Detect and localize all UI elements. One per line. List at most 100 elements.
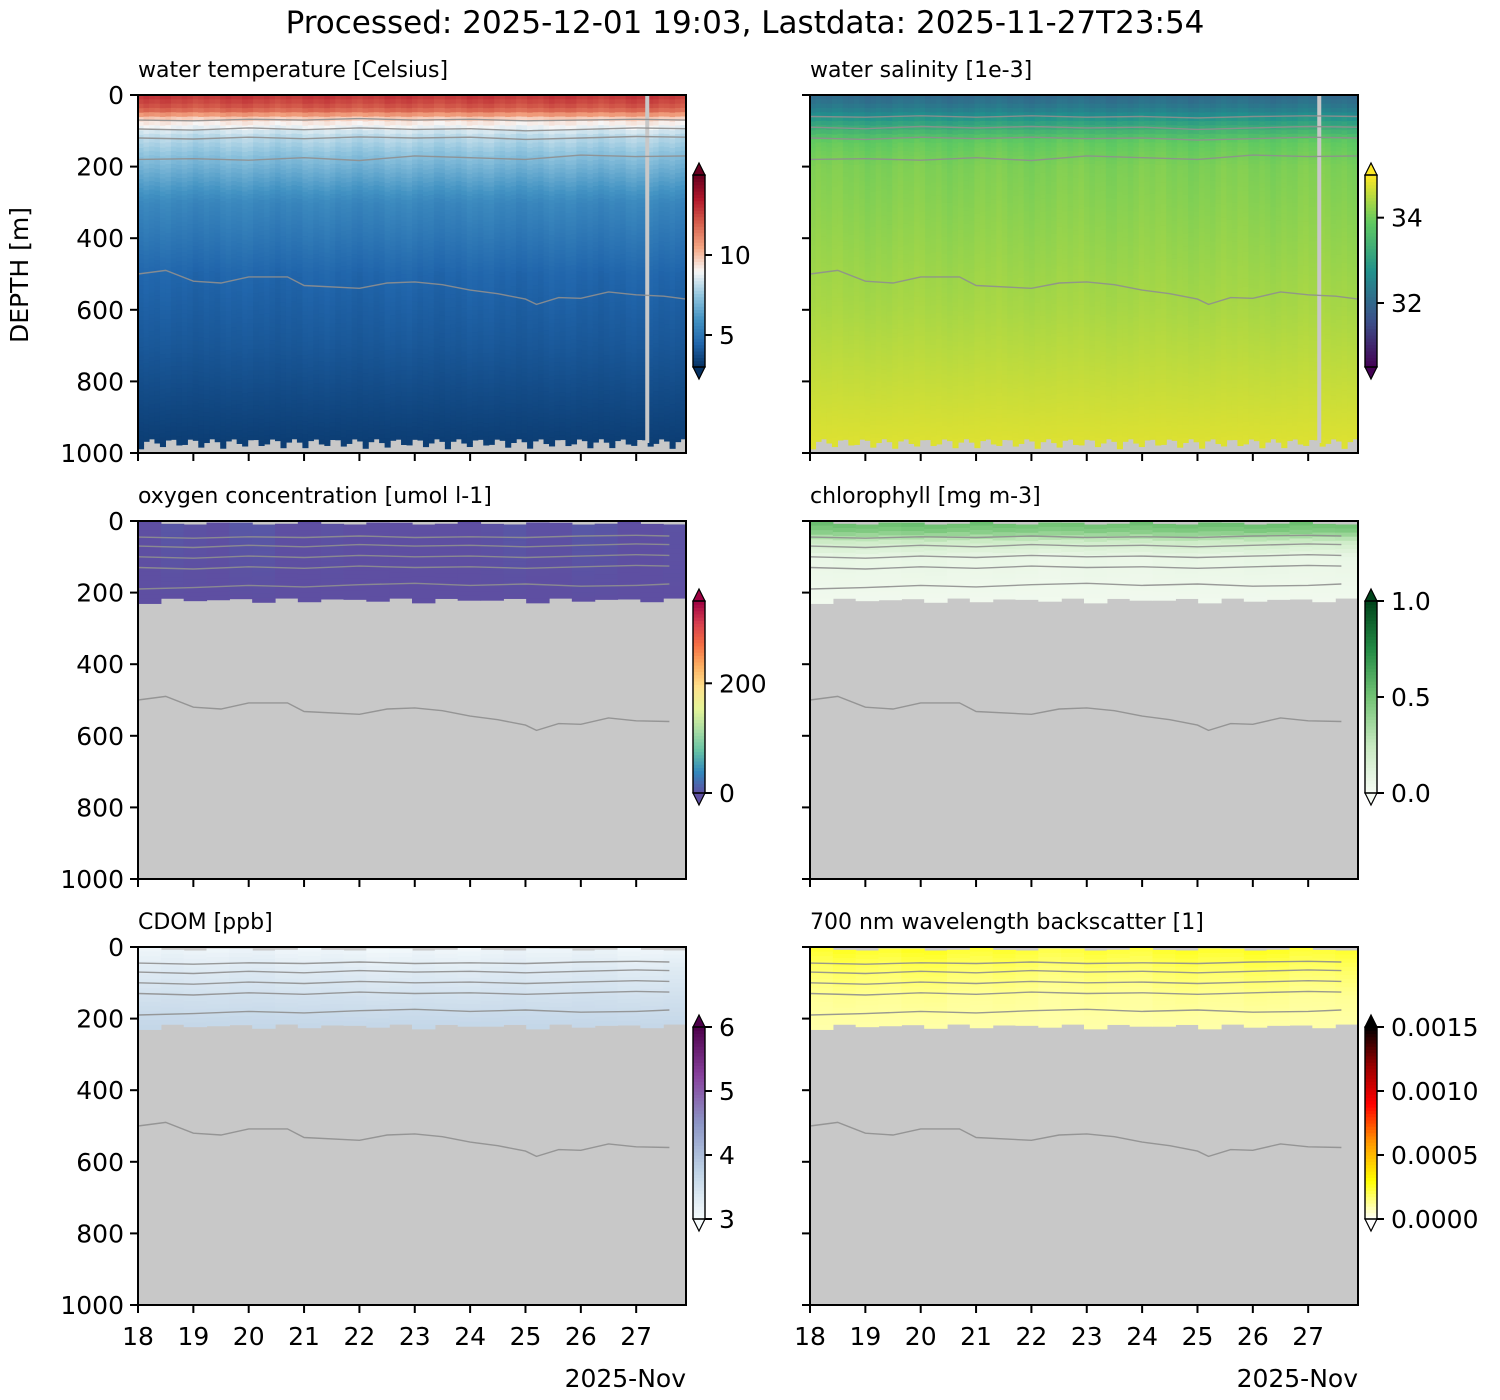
heat-cell [231, 425, 238, 431]
heat-cell [296, 242, 303, 248]
heat-cell [209, 249, 216, 255]
heat-cell [143, 142, 150, 148]
heatmap-cells-temp [138, 95, 687, 450]
heat-cell [422, 332, 430, 338]
heat-cell [450, 289, 457, 295]
heat-cell [280, 231, 287, 237]
heat-cell [307, 250, 314, 256]
heat-cell [390, 328, 397, 333]
heat-cell [275, 358, 282, 364]
heat-cell [280, 324, 287, 330]
heat-cell [318, 134, 325, 140]
heat-cell [247, 163, 254, 169]
heat-cell [187, 176, 194, 182]
heat-cell [231, 370, 238, 375]
heat-cell [313, 413, 320, 419]
heat-cell [296, 99, 303, 105]
heat-cell [455, 395, 462, 401]
heat-cell [236, 308, 243, 314]
heat-cell [192, 358, 199, 364]
heat-cell [214, 112, 221, 118]
heat-cell [258, 309, 265, 315]
heat-cell [390, 159, 397, 165]
heat-cell [170, 430, 177, 436]
heat-cell [258, 222, 265, 227]
heat-cell [269, 297, 276, 302]
heat-cell [406, 414, 413, 420]
heat-cell [401, 212, 408, 218]
heat-cell [275, 414, 282, 420]
heat-cell [373, 434, 380, 440]
heat-cell [428, 351, 435, 357]
heat-cell [417, 103, 424, 109]
heat-cell [181, 426, 188, 432]
heat-cell [143, 207, 150, 213]
heat-cell [253, 327, 260, 333]
heat-cell [428, 216, 435, 222]
heat-cell [307, 418, 314, 424]
heat-cell [455, 202, 462, 208]
heat-cell [138, 245, 145, 251]
heat-cell [275, 388, 282, 394]
heat-cell [307, 405, 314, 411]
heat-cell [362, 99, 369, 105]
heat-cell [280, 222, 287, 228]
heat-cell [412, 185, 419, 191]
heat-cell [176, 313, 183, 319]
heat-cell [214, 211, 221, 217]
heat-cell [258, 441, 265, 447]
heat-cell [461, 399, 468, 405]
heat-cell [433, 258, 440, 264]
heat-cell [231, 275, 238, 281]
heat-cell [357, 177, 364, 183]
heat-cell [351, 434, 358, 440]
heat-cell [181, 365, 188, 371]
heat-cell [253, 271, 260, 277]
heat-cell [192, 379, 199, 385]
heat-cell [154, 155, 161, 161]
heat-cell [296, 389, 303, 395]
heat-cell [214, 320, 221, 326]
heat-cell [318, 204, 325, 209]
heat-cell [148, 421, 156, 427]
heat-cell [390, 99, 397, 105]
heat-cell [269, 176, 276, 182]
heat-cell [379, 220, 386, 226]
heat-cell [154, 377, 161, 383]
heat-cell [313, 112, 320, 118]
heat-cell [466, 424, 473, 430]
heat-cell [198, 306, 205, 312]
heat-cell [192, 250, 199, 256]
heat-cell [181, 405, 188, 411]
heat-cell [296, 398, 303, 404]
heat-cell [231, 331, 238, 337]
heat-cell [170, 413, 177, 419]
heat-cell [264, 439, 271, 445]
heat-cell [307, 254, 314, 260]
heat-cell [236, 373, 243, 379]
heat-cell [461, 251, 468, 257]
heat-cell [203, 225, 210, 231]
heat-cell [170, 245, 177, 251]
heat-cell [143, 410, 150, 416]
heat-cell [231, 395, 238, 401]
heat-cell [253, 176, 260, 182]
heat-cell [373, 262, 380, 268]
heat-cell [148, 189, 156, 195]
heat-cell [143, 246, 150, 252]
heat-cell [466, 354, 473, 360]
heat-cell [412, 275, 419, 281]
heat-cell [225, 138, 232, 144]
heat-cell [225, 267, 232, 273]
heat-cell [395, 236, 402, 242]
heat-cell [307, 423, 314, 429]
heat-cell [258, 226, 265, 232]
heat-cell [253, 228, 260, 234]
heat-cell [362, 174, 369, 180]
heat-cell [148, 99, 156, 105]
heat-cell [450, 224, 457, 230]
heat-cell [176, 331, 183, 337]
heat-cell [461, 295, 468, 301]
heat-cell [335, 189, 342, 195]
heat-cell [285, 194, 293, 200]
